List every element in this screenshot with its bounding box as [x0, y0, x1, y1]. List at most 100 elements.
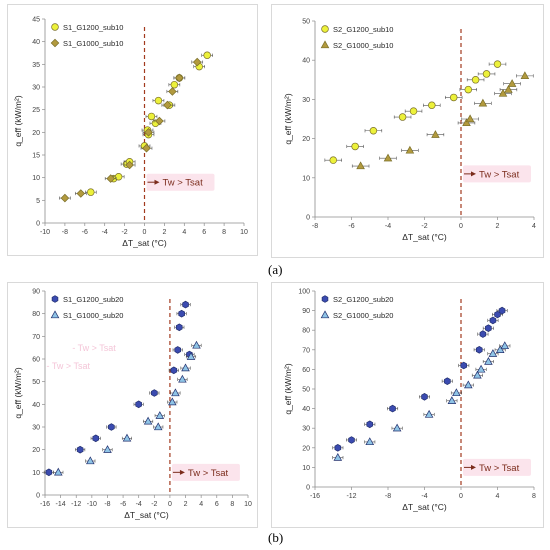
chart2-point: [108, 423, 115, 431]
chart1-y-tick-label: 10: [302, 175, 310, 182]
chart2-y-tick-label: 40: [32, 402, 40, 409]
chart3-annotation-box: [463, 458, 531, 476]
chart2-x-tick-label: 2: [184, 501, 188, 508]
chart2-point: [186, 352, 196, 360]
chart3-x-axis-label: ΔT_sat (°C): [402, 502, 447, 512]
chart3-x-tick-label: -4: [421, 493, 427, 500]
chart2-x-tick-label: -2: [151, 501, 157, 508]
chart0-legend-marker: [51, 23, 59, 31]
chart0-x-tick-label: -4: [102, 229, 108, 236]
chart2-point: [45, 468, 53, 477]
chart0-y-tick-label: 5: [36, 198, 40, 205]
chart2-point: [182, 300, 189, 309]
chart2-x-axis-label: ΔT_sat (°C): [124, 510, 169, 520]
chart0-point: [192, 57, 202, 67]
chart1-point: [351, 142, 359, 151]
chart0-x-tick-label: -10: [40, 229, 50, 236]
chart1-point: [482, 70, 491, 78]
chart0-y-tick-label: 0: [36, 221, 40, 228]
chart2-point: [143, 416, 153, 425]
chart2-x-tick-label: -10: [87, 501, 97, 508]
chart3-point: [473, 370, 482, 379]
chart1-point: [471, 76, 480, 84]
chart3-y-tick-label: 30: [302, 426, 310, 433]
chart-panel-b-right: -16 -12 -8 -4 0 4 8 0 10 20 30 40 50 60 70 80 90 100 ΔT_sa…: [271, 282, 544, 528]
chart1-point: [383, 153, 393, 162]
chart-b-left-svg: -16 -14 -12 -10 -8 -6 -4 -2 0 2 4 6 8 10 0 10 20 30 40 50 60…: [13, 289, 252, 521]
chart3-y-tick-label: 40: [302, 406, 310, 413]
chart1-point: [405, 145, 415, 154]
chart3-y-tick-label: 70: [302, 347, 310, 354]
chart-panel-a-left: -10 -8 -6 -4 -2 0 2 4 6 8 10 0 5 10 15 20 25 30 35 40 45 ΔT_s…: [7, 4, 258, 256]
chart-panel-b-left: -16 -14 -12 -10 -8 -6 -4 -2 0 2 4 6 8 10 0 10 20 30 40 50 60…: [7, 282, 258, 528]
chart1-point: [329, 156, 337, 164]
chart0-y-tick-label: 35: [32, 62, 40, 69]
chart2-legend-label: S1_G1200_sub20: [63, 295, 123, 304]
chart3-point: [500, 341, 510, 350]
chart0-legend-marker: [50, 38, 60, 48]
chart0-legend-label: S1_G1200_sub10: [63, 23, 123, 32]
chart1-annotation-arrow-head: [471, 171, 476, 177]
chart0-y-tick-label: 20: [32, 130, 40, 137]
chart2-x-tick-label: 10: [244, 501, 252, 508]
chart2-x-tick-label: 0: [168, 501, 172, 508]
chart1-x-tick-label: -2: [421, 223, 427, 230]
chart2-x-tick-label: -16: [40, 501, 50, 508]
chart1-point: [520, 71, 530, 80]
chart2-series-1: [53, 340, 202, 476]
chart3-point: [452, 388, 461, 397]
chart2-point: [92, 434, 100, 443]
chart2-point: [103, 445, 112, 453]
chart0-y-tick-label: 30: [32, 85, 40, 92]
chart1-point: [356, 161, 365, 170]
chart2-point: [192, 340, 201, 349]
chart0-y-tick-label: 40: [32, 39, 40, 46]
chart2-x-tick-label: 6: [215, 501, 219, 508]
chart3-point: [475, 345, 483, 354]
chart0-x-tick-label: 6: [202, 229, 206, 236]
chart1-legend-label: S2_G1200_sub10: [333, 25, 393, 34]
chart2-x-tick-label: -4: [136, 501, 142, 508]
chart3-x-tick-label: 0: [459, 493, 463, 500]
chart1-point: [369, 127, 378, 135]
chart1-series-1: [351, 71, 534, 170]
chart3-point: [333, 452, 343, 461]
chart0-y-tick-label: 10: [32, 175, 40, 182]
chart2-annotation-text: Tw > Tsat: [188, 468, 229, 479]
chart0-point: [125, 160, 134, 170]
chart2-point: [178, 309, 185, 318]
chart3-legend-label: S2_G1000_sub20: [333, 311, 393, 320]
chart2-series-0: [43, 300, 195, 477]
chart0-point: [155, 116, 164, 126]
chart-b-right-svg: -16 -12 -8 -4 0 4 80102030405060708090100ΔT_sa…: [283, 289, 536, 513]
chart3-series-1: [332, 341, 511, 461]
chart1-point: [409, 107, 418, 115]
chart2-y-tick-label: 80: [32, 311, 40, 318]
chart3-point: [444, 377, 451, 386]
chart2-annotation-arrow-head: [179, 469, 185, 475]
chart3-point: [392, 423, 402, 432]
chart3-y-tick-label: 10: [302, 465, 310, 472]
chart2-point: [181, 363, 190, 372]
chart2-point: [178, 374, 187, 383]
chart2-point: [151, 389, 158, 397]
chart2-x-tick-label: 4: [199, 501, 203, 508]
chart2-legend-marker: [50, 310, 60, 319]
chart1-x-tick-label: 2: [496, 223, 500, 230]
chart3-point: [464, 380, 473, 389]
chart3-point: [348, 436, 355, 444]
chart2-annotation-box: [171, 463, 240, 481]
chart2-point: [122, 433, 132, 442]
chart3-point: [421, 392, 428, 401]
chart0-point: [144, 128, 153, 137]
chart3-point: [485, 324, 492, 333]
chart2-y-tick-label: 30: [32, 425, 40, 432]
chart1-point: [507, 79, 517, 87]
chart2-x-tick-label: 8: [230, 501, 234, 508]
chart3-point: [334, 443, 342, 452]
chart0-x-tick-label: -2: [121, 229, 127, 236]
chart3-point: [479, 330, 487, 338]
chart3-y-axis-label: q_eff (kW/m²): [283, 363, 293, 414]
chart0-point: [163, 100, 172, 110]
chart0-point: [76, 189, 86, 198]
